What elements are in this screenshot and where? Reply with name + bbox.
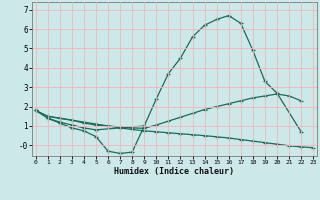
X-axis label: Humidex (Indice chaleur): Humidex (Indice chaleur) — [115, 167, 234, 176]
